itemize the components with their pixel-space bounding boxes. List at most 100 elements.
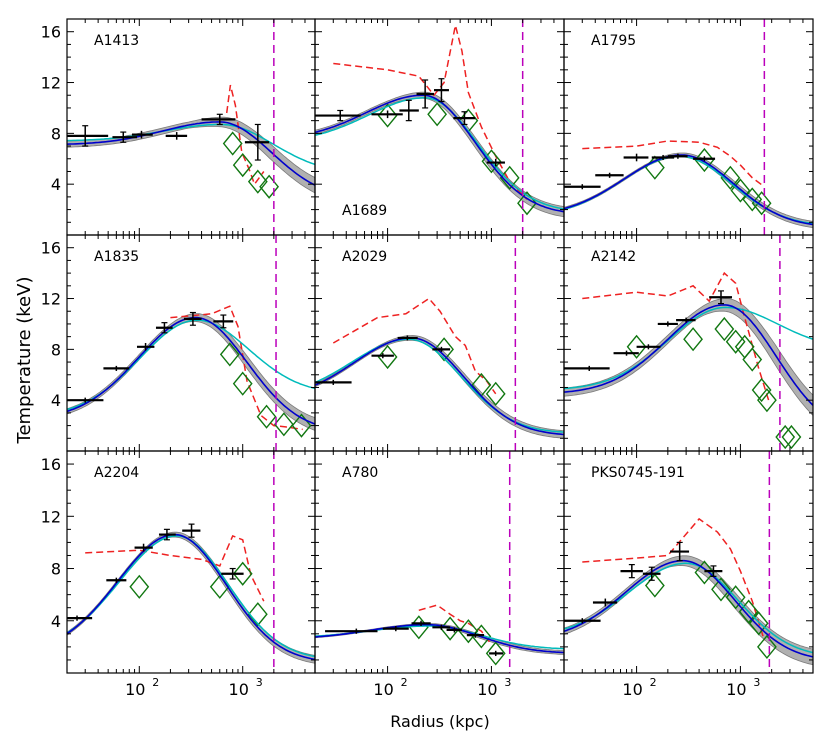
diamond-point (247, 169, 268, 194)
diamond-point (256, 404, 277, 429)
x-tick-label: 10 (125, 680, 145, 699)
panel-pks0745-191: 10 2 10 3 PKS0745-191 (563, 450, 814, 699)
y-tick-label: 12 (41, 74, 61, 93)
panel-a1689: A1689 (314, 18, 565, 236)
panel-title: A1689 (342, 203, 387, 219)
model-curve-cyan (315, 625, 564, 650)
diamond-point (434, 337, 454, 362)
diamond-point (485, 381, 506, 406)
x-tick-label-exponent: 3 (504, 676, 511, 689)
panel-title: A1835 (94, 249, 139, 265)
y-tick-label: 8 (51, 560, 61, 579)
panel-frame (563, 450, 814, 674)
diamond-point (742, 347, 763, 372)
panel-a2029: A2029 (314, 234, 565, 452)
dashed-profile (333, 25, 528, 200)
diamond-point (232, 561, 253, 586)
panel-title: A2142 (591, 249, 636, 265)
diamond-point (725, 329, 746, 354)
diamond-point (247, 602, 268, 627)
y-tick-label: 12 (41, 507, 61, 526)
model-curve-blue (315, 337, 564, 436)
plot-area (315, 451, 564, 673)
diamond-point (291, 413, 312, 438)
y-tick-label: 4 (51, 391, 61, 410)
plot-area (67, 235, 315, 451)
model-curve-blue (67, 316, 315, 425)
diamond-point (694, 560, 715, 585)
panel-title: A780 (342, 465, 378, 481)
diamond-point (694, 147, 715, 173)
y-tick-label: 16 (41, 23, 61, 42)
y-tick-label: 12 (41, 290, 61, 309)
panel-frame (66, 234, 316, 452)
x-axis-label: Radius (kpc) (390, 712, 489, 731)
x-tick-label: 10 (373, 680, 393, 699)
model-curve-blue (564, 559, 813, 658)
plot-area (564, 451, 813, 673)
panel-a1835: 4 8 12 16 A1835 (41, 234, 316, 452)
diamond-point (427, 102, 448, 127)
x-tick-label: 10 (726, 680, 746, 699)
model-curve-cyan (67, 123, 315, 166)
diamond-point (129, 574, 150, 599)
x-tick-label: 10 (229, 680, 249, 699)
diamond-point (499, 165, 520, 190)
panel-frame (66, 450, 316, 674)
dashed-profile (582, 140, 765, 188)
y-tick-label: 16 (41, 239, 61, 258)
plot-area (67, 451, 315, 673)
model-curve-blue (315, 623, 564, 654)
dashed-profile (332, 297, 497, 395)
diamond-point (377, 103, 398, 128)
diamond-point (714, 316, 735, 342)
diamond-point (644, 573, 665, 598)
diamond-point (683, 327, 703, 352)
diamond-point (751, 377, 772, 403)
x-tick-label: 10 (622, 680, 642, 699)
diamond-point (734, 334, 755, 359)
panel-frame (563, 18, 814, 236)
dashed-profile (582, 271, 771, 403)
y-tick-label: 4 (51, 612, 61, 631)
diamond-point (408, 615, 429, 640)
diamond-point (458, 619, 479, 644)
model-curve-blue (564, 154, 813, 226)
model-curve-blue (67, 533, 315, 661)
panel-a780: 10 2 10 3 A780 (314, 450, 565, 699)
dashed-profile (85, 534, 265, 602)
diamond-point (222, 131, 243, 156)
x-tick-label-exponent: 3 (753, 676, 760, 689)
dashed-profile (225, 84, 265, 186)
diamond-point (259, 174, 280, 199)
model-curve-cyan (315, 338, 564, 433)
plot-area (315, 19, 564, 235)
diamond-point (440, 616, 461, 641)
diamond-point (377, 344, 398, 370)
panel-frame (563, 234, 814, 452)
x-tick-label-exponent: 2 (401, 676, 408, 689)
panel-frame (314, 450, 565, 674)
dashed-profile (418, 604, 492, 645)
panel-title: A1413 (94, 33, 139, 49)
diamond-point (775, 424, 796, 450)
x-tick-label-exponent: 2 (152, 676, 159, 689)
panel-a2142: A2142 (563, 234, 814, 452)
panel-title: PKS0745-191 (591, 465, 685, 481)
uncertainty-band (564, 298, 813, 417)
diamond-point (219, 342, 240, 367)
y-tick-label: 4 (51, 175, 61, 194)
plot-area (564, 19, 813, 235)
diamond-point (751, 191, 772, 216)
diamond-point (781, 424, 802, 450)
uncertainty-band (564, 152, 813, 229)
panel-title: A1795 (591, 33, 636, 49)
dashed-profile (170, 305, 303, 431)
diamond-point (626, 334, 647, 359)
panel-title: A2204 (94, 465, 139, 481)
diamond-point (273, 412, 294, 437)
diamond-point (757, 634, 777, 659)
x-tick-label-exponent: 3 (256, 676, 263, 689)
panel-a1795: A1795 (563, 18, 814, 236)
